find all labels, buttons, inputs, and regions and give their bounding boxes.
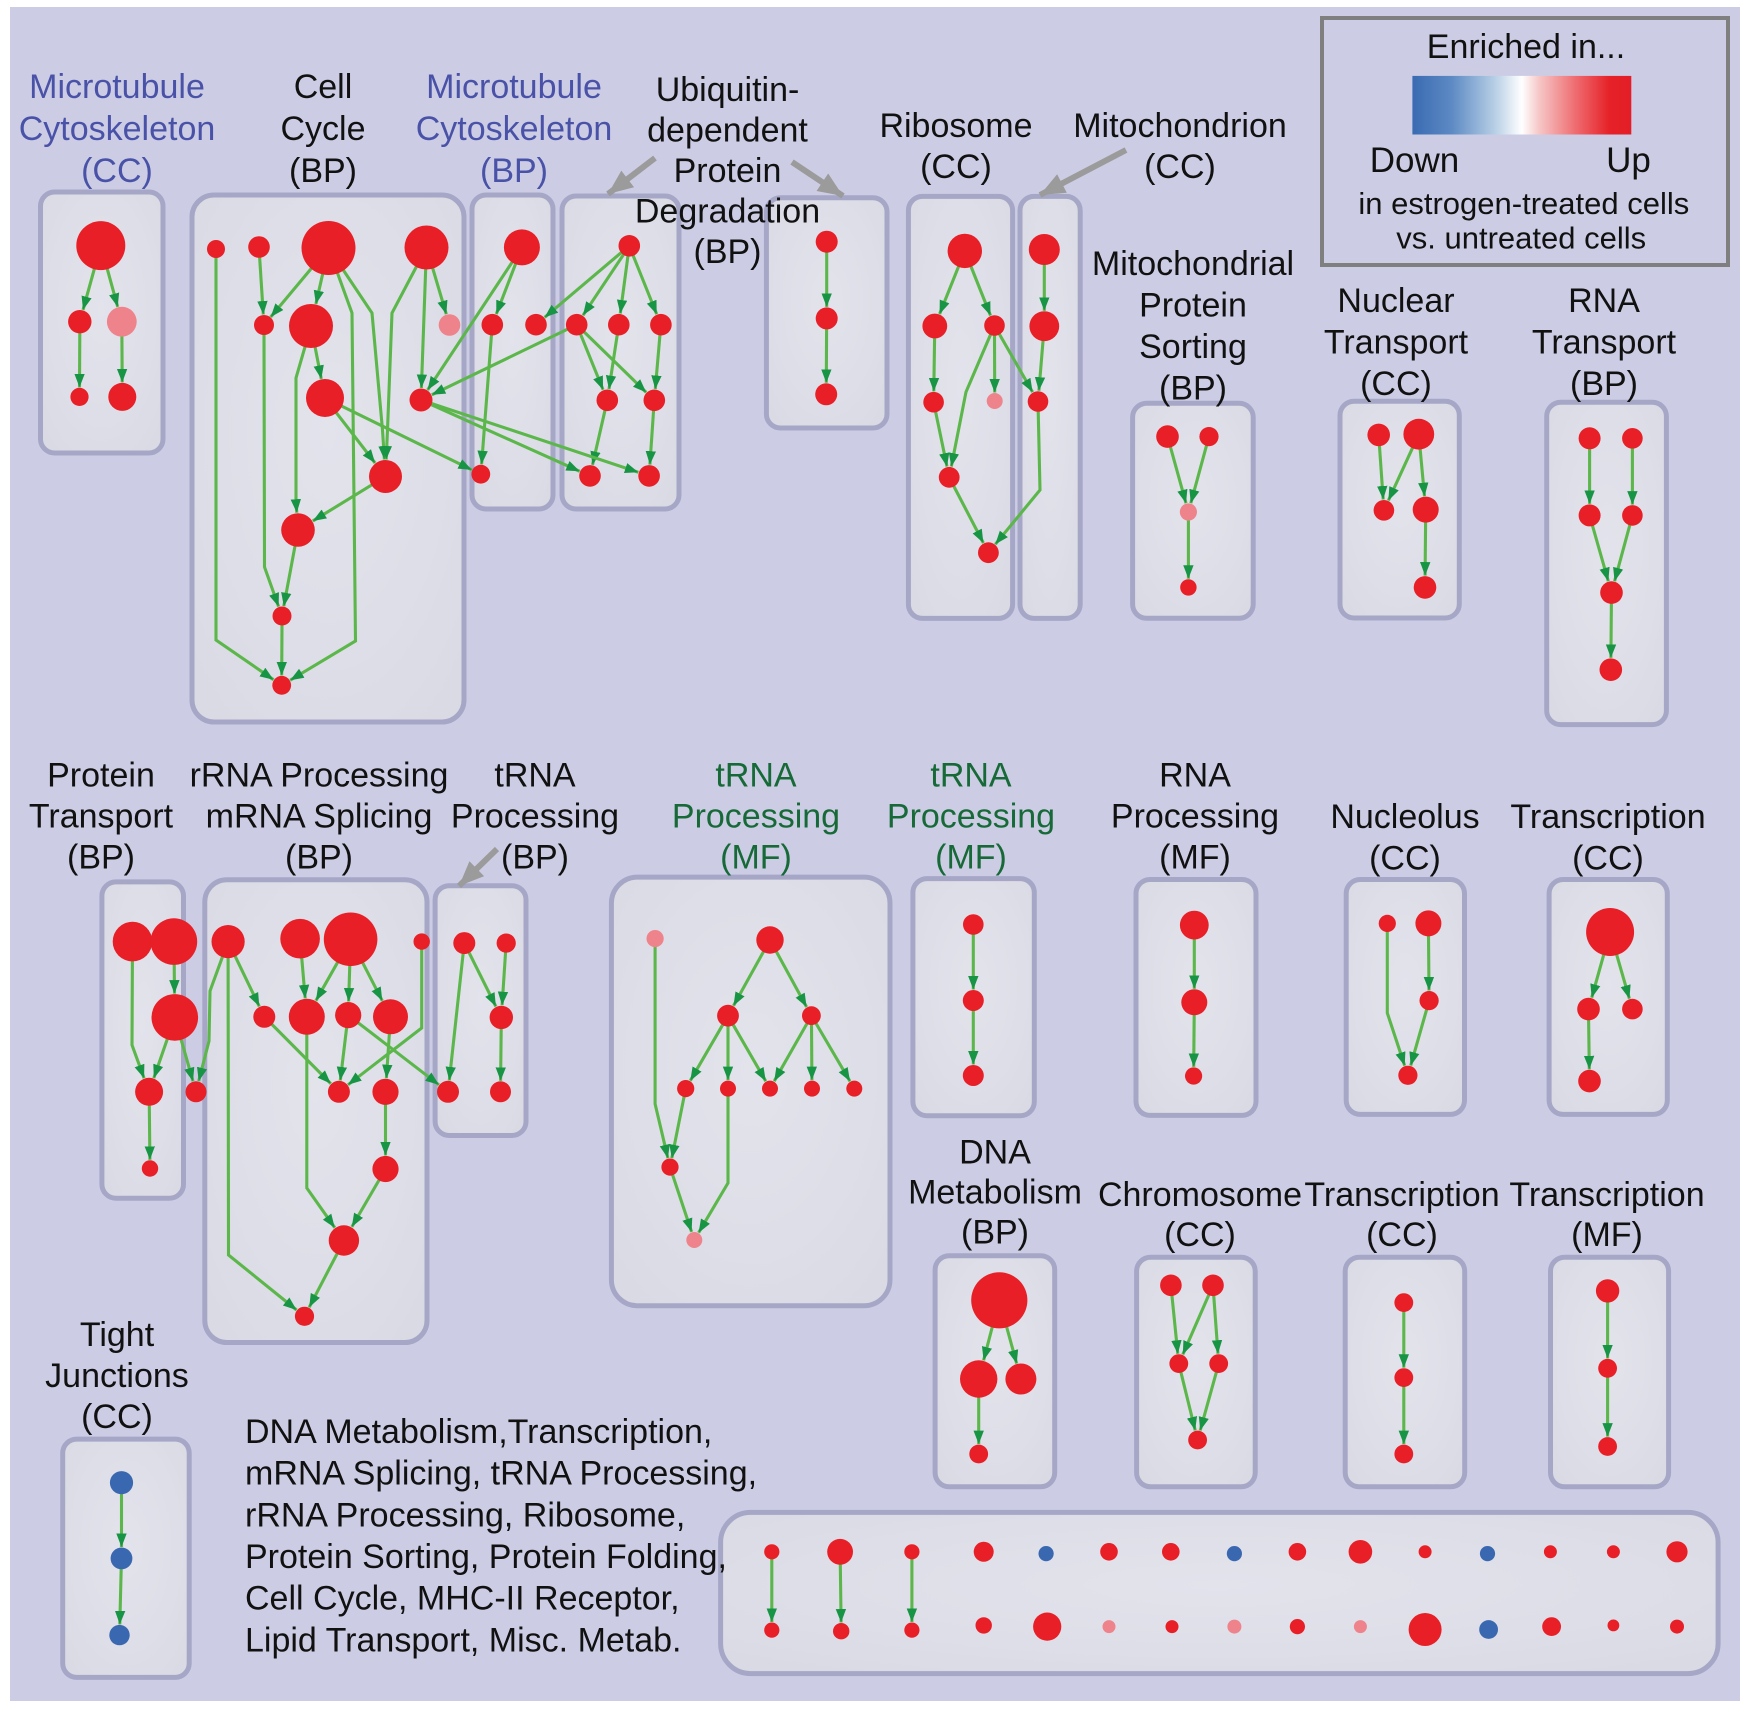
svg-text:Microtubule: Microtubule [426, 68, 602, 106]
svg-text:(BP): (BP) [480, 152, 548, 190]
svg-text:Enriched in...: Enriched in... [1427, 28, 1625, 66]
svg-text:(BP): (BP) [1570, 365, 1638, 403]
svg-text:(CC): (CC) [1369, 839, 1441, 877]
svg-text:Transcription: Transcription [1510, 798, 1705, 836]
svg-text:Transport: Transport [1532, 323, 1677, 361]
svg-text:Protein: Protein [674, 152, 782, 190]
svg-text:Processing: Processing [1111, 797, 1279, 835]
svg-text:Transport: Transport [29, 797, 174, 835]
svg-text:(CC): (CC) [1572, 839, 1644, 877]
svg-text:Microtubule: Microtubule [29, 68, 205, 106]
svg-text:(BP): (BP) [1159, 369, 1227, 407]
svg-text:Transcription: Transcription [1509, 1176, 1704, 1214]
svg-text:RNA: RNA [1159, 756, 1231, 794]
svg-text:mRNA Splicing, tRNA Processing: mRNA Splicing, tRNA Processing, [245, 1455, 757, 1493]
svg-text:Cytoskeleton: Cytoskeleton [416, 110, 613, 148]
svg-text:Cell Cycle, MHC-II Receptor,: Cell Cycle, MHC-II Receptor, [245, 1580, 680, 1618]
svg-text:rRNA Processing, Ribosome,: rRNA Processing, Ribosome, [245, 1496, 685, 1534]
svg-text:(MF): (MF) [720, 838, 792, 876]
svg-text:Mitochondrion: Mitochondrion [1073, 107, 1287, 145]
svg-text:Ribosome: Ribosome [879, 107, 1032, 145]
svg-text:RNA: RNA [1568, 282, 1640, 320]
svg-text:Processing: Processing [451, 797, 619, 835]
svg-text:Cycle: Cycle [280, 110, 365, 148]
svg-text:rRNA Processing: rRNA Processing [190, 756, 449, 794]
svg-text:(CC): (CC) [81, 152, 153, 190]
svg-text:Transport: Transport [1324, 323, 1469, 361]
svg-text:Processing: Processing [672, 797, 840, 835]
svg-text:(BP): (BP) [289, 152, 357, 190]
svg-text:Chromosome: Chromosome [1098, 1176, 1302, 1214]
svg-text:Tight: Tight [80, 1316, 155, 1354]
svg-text:vs. untreated cells: vs. untreated cells [1396, 220, 1646, 255]
svg-text:DNA: DNA [959, 1133, 1031, 1171]
svg-text:(BP): (BP) [694, 233, 762, 271]
svg-text:(BP): (BP) [285, 838, 353, 876]
svg-text:Junctions: Junctions [45, 1357, 189, 1395]
svg-text:tRNA: tRNA [715, 756, 797, 794]
svg-text:Cytoskeleton: Cytoskeleton [19, 110, 216, 148]
svg-text:Lipid Transport, Misc. Metab.: Lipid Transport, Misc. Metab. [245, 1621, 682, 1659]
svg-text:Protein: Protein [1139, 286, 1247, 324]
svg-text:tRNA: tRNA [930, 756, 1012, 794]
svg-text:(MF): (MF) [1571, 1216, 1643, 1254]
svg-text:(BP): (BP) [67, 838, 135, 876]
svg-text:Nucleolus: Nucleolus [1330, 798, 1479, 836]
svg-text:(CC): (CC) [1144, 148, 1216, 186]
svg-text:dependent: dependent [647, 111, 808, 149]
svg-text:(BP): (BP) [501, 838, 569, 876]
svg-text:Mitochondrial: Mitochondrial [1092, 245, 1294, 283]
svg-text:tRNA: tRNA [494, 756, 576, 794]
svg-text:Down: Down [1370, 141, 1459, 180]
svg-text:(MF): (MF) [935, 838, 1007, 876]
svg-text:Cell: Cell [294, 68, 353, 106]
svg-text:Nuclear: Nuclear [1337, 282, 1454, 320]
svg-text:(CC): (CC) [1164, 1216, 1236, 1254]
svg-text:(CC): (CC) [1360, 365, 1432, 403]
svg-text:(CC): (CC) [1366, 1216, 1438, 1254]
svg-text:(BP): (BP) [961, 1213, 1029, 1251]
svg-text:Metabolism: Metabolism [908, 1173, 1082, 1211]
svg-text:Ubiquitin-: Ubiquitin- [656, 71, 800, 109]
svg-text:DNA Metabolism,Transcription,: DNA Metabolism,Transcription, [245, 1413, 712, 1451]
svg-text:Up: Up [1606, 141, 1651, 180]
svg-text:in estrogen-treated cells: in estrogen-treated cells [1358, 186, 1689, 221]
svg-text:Sorting: Sorting [1139, 328, 1247, 366]
svg-text:Processing: Processing [887, 797, 1055, 835]
svg-text:Transcription: Transcription [1304, 1176, 1499, 1214]
svg-text:(CC): (CC) [81, 1398, 153, 1436]
svg-text:(MF): (MF) [1159, 838, 1231, 876]
svg-text:Degradation: Degradation [635, 192, 820, 230]
svg-text:(CC): (CC) [920, 148, 992, 186]
svg-text:Protein: Protein [47, 756, 155, 794]
svg-text:Protein Sorting, Protein Foldi: Protein Sorting, Protein Folding, [245, 1538, 727, 1576]
svg-text:mRNA Splicing: mRNA Splicing [206, 797, 433, 835]
